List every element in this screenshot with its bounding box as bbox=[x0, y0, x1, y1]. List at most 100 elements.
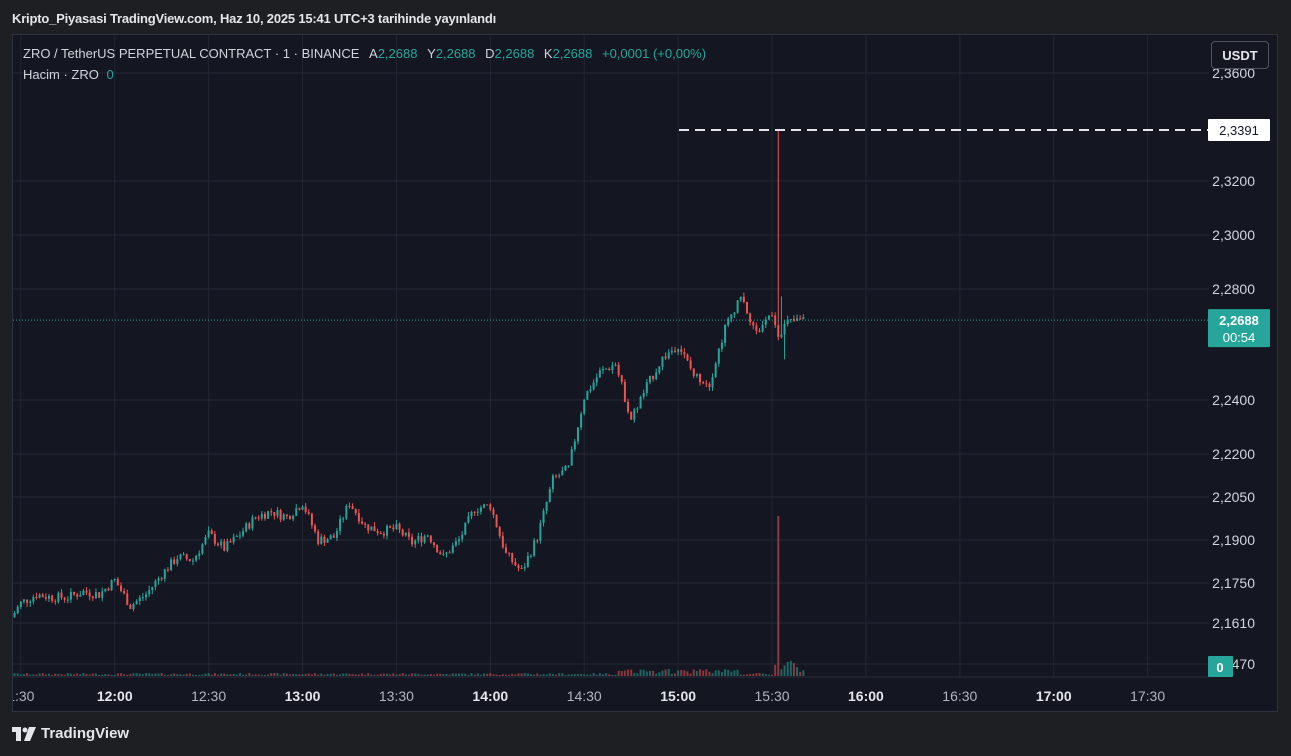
candle-body bbox=[141, 597, 144, 599]
candle-body bbox=[511, 553, 514, 563]
candle-body bbox=[323, 536, 326, 543]
time-axis-label: 15:00 bbox=[660, 688, 696, 704]
candle-body bbox=[442, 553, 445, 555]
time-axis-label: 14:30 bbox=[567, 688, 602, 704]
volume-bar bbox=[339, 674, 342, 676]
candle-body bbox=[301, 506, 304, 510]
candle-body bbox=[29, 601, 32, 603]
volume-bar bbox=[595, 674, 598, 676]
price-axis-label: 2,3000 bbox=[1212, 227, 1255, 243]
volume-bar bbox=[22, 674, 25, 676]
volume-bar bbox=[364, 674, 367, 676]
volume-bar bbox=[796, 667, 799, 676]
candle-body bbox=[426, 535, 429, 537]
volume-bar bbox=[282, 673, 285, 676]
volume-bar bbox=[54, 673, 57, 676]
candle-body bbox=[636, 408, 639, 410]
volume-bar bbox=[774, 664, 777, 676]
volume-bar bbox=[642, 669, 645, 676]
candle-body bbox=[392, 527, 395, 530]
price-chart[interactable]: 2,14702,16102,17502,19002,20502,22002,24… bbox=[13, 35, 1277, 711]
candle-body bbox=[85, 590, 88, 593]
volume-bar bbox=[655, 673, 658, 676]
volume-bar bbox=[799, 671, 802, 676]
candle-body bbox=[35, 596, 38, 598]
candle-body bbox=[379, 532, 382, 534]
chart-frame[interactable]: 2,1470 2,1610 2,1750 2,1900 2,2050 2,2200 2,24… bbox=[12, 34, 1278, 712]
volume-bar bbox=[764, 674, 767, 676]
candle-body bbox=[611, 365, 614, 370]
volume-bar bbox=[561, 673, 564, 676]
volume-bar bbox=[116, 673, 119, 676]
volume-bar bbox=[454, 673, 457, 676]
volume-bar bbox=[141, 674, 144, 676]
volume-bar bbox=[98, 674, 101, 676]
volume-bar bbox=[755, 673, 758, 676]
candle-body bbox=[326, 539, 329, 543]
tradingview-logo-icon bbox=[12, 726, 36, 741]
candle-body bbox=[758, 330, 761, 332]
volume-bar bbox=[530, 674, 533, 676]
volume-bar bbox=[307, 673, 310, 676]
candle-body bbox=[724, 324, 727, 343]
volume-bar bbox=[476, 673, 479, 676]
candle-body bbox=[282, 514, 285, 520]
candle-body bbox=[598, 370, 601, 378]
volume-bar bbox=[576, 674, 579, 676]
volume-bar bbox=[611, 674, 614, 676]
candle-body bbox=[633, 409, 636, 420]
volume-bar bbox=[792, 663, 795, 676]
candle-body bbox=[483, 504, 486, 508]
volume-bar bbox=[392, 673, 395, 676]
volume-bar bbox=[771, 674, 774, 676]
candle-body bbox=[163, 569, 166, 579]
volume-bar bbox=[44, 674, 47, 676]
time-axis-label: 13:30 bbox=[379, 688, 414, 704]
volume-bar bbox=[238, 673, 241, 676]
volume-bar bbox=[204, 673, 207, 676]
candle-body bbox=[38, 594, 41, 598]
price-axis-label: 2,2400 bbox=[1212, 392, 1255, 408]
candle-body bbox=[470, 511, 473, 517]
volume-bar bbox=[461, 673, 464, 676]
candle-body bbox=[229, 541, 232, 543]
currency-button[interactable]: USDT bbox=[1211, 41, 1269, 69]
volume-bar bbox=[745, 674, 748, 676]
tradingview-logo[interactable]: TradingView bbox=[12, 725, 129, 742]
candle-body bbox=[680, 349, 683, 353]
candle-body bbox=[295, 508, 298, 516]
candle-body bbox=[742, 296, 745, 303]
volume-bar bbox=[598, 673, 601, 676]
candle-body bbox=[32, 596, 35, 602]
candle-body bbox=[520, 567, 523, 569]
volume-bar bbox=[401, 673, 404, 676]
candle-body bbox=[699, 373, 702, 383]
volume-bar bbox=[386, 673, 389, 676]
candle-body bbox=[173, 559, 176, 564]
candle-body bbox=[523, 566, 526, 569]
volume-bar bbox=[51, 674, 54, 676]
volume-bar bbox=[708, 671, 711, 676]
volume-label[interactable]: Hacim · ZRO bbox=[23, 67, 99, 82]
volume-bar bbox=[232, 673, 235, 676]
open-label: A bbox=[369, 46, 378, 61]
candle-body bbox=[79, 595, 82, 597]
symbol-title[interactable]: ZRO / TetherUS PERPETUAL CONTRACT · 1 · … bbox=[23, 46, 360, 61]
candle-body bbox=[542, 510, 545, 523]
volume-bar bbox=[226, 674, 229, 676]
volume-bar bbox=[467, 674, 470, 676]
volume-bar bbox=[360, 673, 363, 676]
candle-body bbox=[345, 505, 348, 519]
volume-bar bbox=[370, 674, 373, 676]
volume-bar bbox=[135, 673, 138, 676]
countdown-value: 00:54 bbox=[1223, 330, 1256, 345]
candle-body bbox=[708, 383, 711, 388]
volume-bar bbox=[730, 671, 733, 676]
volume-bar bbox=[514, 674, 517, 676]
volume-bar bbox=[652, 670, 655, 676]
candle-body bbox=[467, 516, 470, 523]
volume-bar bbox=[426, 674, 429, 676]
volume-bar bbox=[285, 673, 288, 676]
candle-body bbox=[533, 540, 536, 556]
volume-bar bbox=[32, 674, 35, 676]
